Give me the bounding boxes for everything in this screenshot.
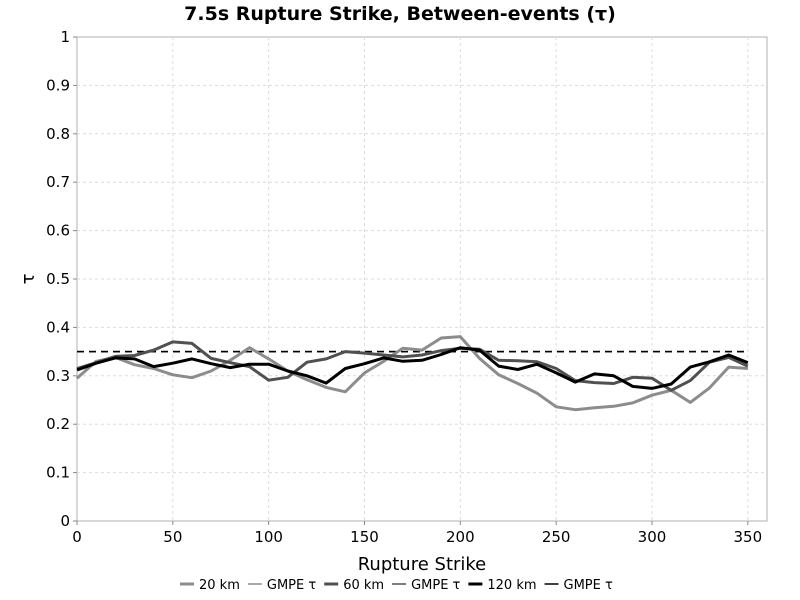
legend-label-0: 20 km [199, 578, 240, 593]
x-tick-label: 100 [254, 528, 283, 546]
series-line-2 [76, 340, 749, 392]
series-line-4 [76, 346, 749, 390]
y-tick-label: 0.9 [46, 76, 70, 94]
legend-label-3: GMPE τ [411, 578, 460, 593]
legend-label-2: 60 km [343, 578, 384, 593]
x-axis-label: Rupture Strike [358, 554, 487, 575]
legend-label-1: GMPE τ [267, 578, 316, 593]
x-tick-label: 250 [542, 528, 571, 546]
y-tick-label: 1 [60, 28, 70, 46]
series-lines [76, 335, 749, 412]
x-tick-label: 150 [350, 528, 379, 546]
series-line-0 [76, 335, 748, 412]
legend-label-4: 120 km [487, 578, 536, 593]
legend: 20 km GMPE τ 60 km GMPE τ 120 km GMPE τ [180, 578, 613, 593]
y-tick-label: 0.8 [46, 125, 70, 143]
y-tick-label: 0.7 [46, 173, 70, 191]
y-tick-label: 0.4 [46, 318, 70, 336]
y-tick-label: 0.6 [46, 222, 70, 240]
legend-label-5: GMPE τ [564, 578, 613, 593]
y-tick-label: 0.3 [46, 367, 70, 385]
x-tick-label: 0 [72, 528, 82, 546]
x-tick-label: 300 [638, 528, 667, 546]
chart-title: 7.5s Rupture Strike, Between-events (τ) [184, 3, 616, 25]
y-axis-label: τ [18, 274, 39, 285]
gridlines [77, 37, 767, 521]
x-tick-label: 200 [446, 528, 475, 546]
y-tick-label: 0.1 [46, 464, 70, 482]
y-axis-ticks: 0 0.1 0.2 0.3 0.4 0.5 0.6 0.7 0.8 0.9 1 [46, 28, 77, 530]
y-tick-label: 0 [60, 512, 70, 530]
y-tick-label: 0.2 [46, 415, 70, 433]
y-tick-label: 0.5 [46, 270, 70, 288]
x-tick-label: 50 [163, 528, 182, 546]
x-tick-label: 350 [734, 528, 763, 546]
x-axis-ticks: 0 50 100 150 200 250 300 350 [72, 521, 762, 546]
